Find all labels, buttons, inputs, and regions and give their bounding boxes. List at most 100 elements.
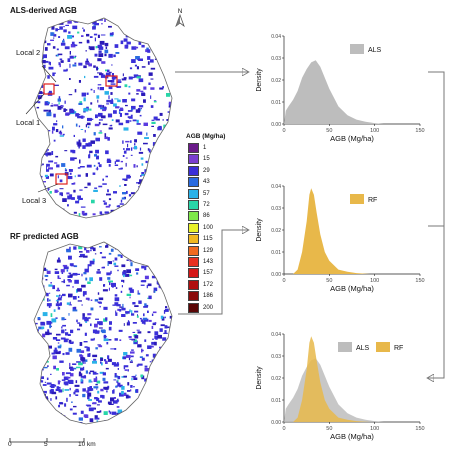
scale-label-10km: 10 km [78,441,96,448]
legend-swatch [188,165,199,176]
legend-item: 157 [188,268,214,279]
y-tick-label: 0.03 [271,56,281,62]
x-axis-label: AGB (Mg/ha) [330,284,374,293]
legend-swatch [188,222,199,233]
legend-item: 72 [188,200,210,210]
x-axis-label: AGB (Mg/ha) [330,432,374,441]
local-2-label: Local 2 [16,48,41,57]
legend-item: 129 [188,245,214,256]
legend-swatch [188,154,199,165]
legend-label: 200 [203,304,214,311]
local-3-box [55,173,68,185]
legend-label: 129 [203,247,214,254]
x-tick-label: 50 [326,278,332,284]
legend-label: 29 [203,167,210,174]
als-map-title: ALS-derived AGB [10,6,77,15]
legend-label: 86 [203,213,210,220]
density-area-als [284,60,384,124]
y-tick-label: 0.02 [271,78,281,84]
x-tick-label: 100 [370,128,379,134]
y-tick-label: 0.00 [271,272,281,278]
scale-label-0: 0 [8,441,12,448]
y-tick-label: 0.00 [271,420,281,426]
y-tick-label: 0.02 [271,376,281,382]
legend-label: 100 [203,224,214,231]
y-tick-label: 0.04 [271,332,281,338]
legend-label: 1 [203,145,207,151]
als-density-chart: 0.00 0.01 0.02 0.03 0.04 0 50 100 150 AGB (Mg/ha)… [256,34,425,143]
y-tick-label: 0.03 [271,206,281,212]
rf-agb-map [33,241,173,425]
combined-density-chart: 0.00 0.01 0.02 0.03 0.04 0 50 100 150 AGB (Mg/ha)… [256,332,425,441]
y-tick-label: 0.01 [271,100,281,106]
density-area-rf [293,188,371,274]
legend-item: 100 [188,222,214,233]
legend-title: AGB (Mg/ha) [186,133,226,140]
legend-item: 1 [188,143,206,153]
x-tick-label: 150 [415,278,424,284]
legend-key-rf [376,342,390,352]
legend-swatch [188,279,199,290]
chart-legend-label: RF [394,345,403,352]
legend-swatch [188,291,199,302]
y-tick-label: 0.02 [271,228,281,234]
legend-swatch [188,188,199,199]
rf-map-title: RF predicted AGB [10,232,79,241]
local-3-label: Local 3 [22,196,47,205]
local-1-label: Local 1 [16,118,41,127]
als-agb-map [25,17,173,219]
x-tick-label: 150 [415,128,424,134]
legend-item: 115 [188,234,213,245]
legend-item: 172 [188,279,214,290]
x-tick-label: 100 [370,278,379,284]
scale-bar [9,438,85,443]
x-tick-label: 50 [326,426,332,432]
legend-swatch [188,245,199,256]
legend-item: 43 [188,177,210,188]
legend-label: 172 [203,281,214,288]
legend-item: 143 [188,257,213,267]
legend-label: 143 [203,259,214,265]
y-axis-label: Density [256,218,263,242]
legend-key-rf [350,194,364,204]
legend-swatch [188,143,199,153]
legend-label: 15 [203,156,210,163]
density-area-rf [293,336,371,422]
legend-item: 29 [188,165,210,176]
legend-swatch [188,200,199,210]
y-axis-label: Density [256,366,263,390]
legend-swatch [188,302,199,313]
scale-label-5: 5 [44,441,48,448]
legend-item: 57 [188,188,210,199]
legend-swatch [188,268,199,279]
x-tick-label: 100 [370,426,379,432]
y-tick-label: 0.04 [271,184,281,190]
legend-item: 15 [188,154,210,165]
local-2-box [105,75,118,87]
legend-label: 157 [203,270,214,277]
chart-legend-label: ALS [356,345,370,352]
legend-label: 43 [203,179,210,186]
legend-label: 115 [203,236,213,243]
y-tick-label: 0.00 [271,122,281,128]
chart-legend-label: ALS [368,47,382,54]
legend-label: 72 [203,202,210,208]
north-arrow-icon: N [173,6,187,30]
chart-legend-label: RF [368,197,377,204]
x-tick-label: 0 [282,128,285,134]
rf-density-chart: 0.00 0.01 0.02 0.03 0.04 0 50 100 150 AGB (Mg/ha)… [256,184,425,293]
y-tick-label: 0.01 [271,398,281,404]
legend-swatch [188,211,199,222]
y-axis-label: Density [256,68,263,92]
north-label: N [178,9,182,15]
legend-label: 57 [203,190,210,197]
legend-item: 186 [188,291,214,302]
y-tick-label: 0.03 [271,354,281,360]
y-tick-label: 0.01 [271,250,281,256]
y-tick-label: 0.04 [271,34,281,40]
local-1-box [43,83,55,95]
legend-label: 186 [203,293,214,300]
x-tick-label: 0 [282,426,285,432]
x-tick-label: 50 [326,128,332,134]
legend-item: 86 [188,211,210,222]
